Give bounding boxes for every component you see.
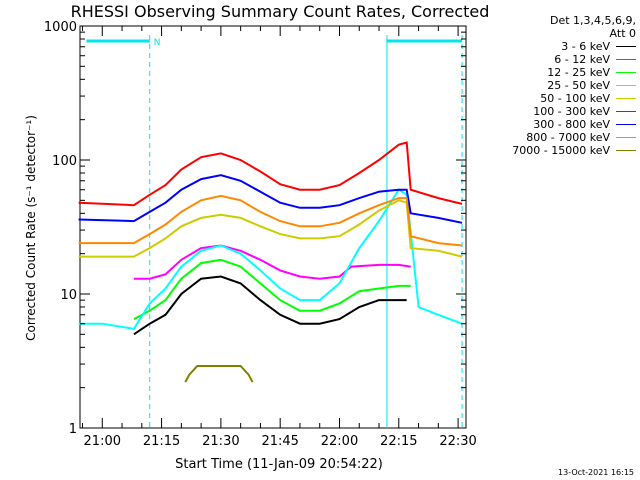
plot-frame [79, 25, 467, 429]
legend-swatch [616, 111, 636, 112]
series-line-25-50-kev [78, 188, 463, 330]
legend-item-label: 50 - 100 keV [540, 92, 610, 105]
legend-item-label: 300 - 800 keV [533, 118, 610, 131]
x-tick-label: 21:15 [143, 434, 180, 449]
legend-item-label: 6 - 12 keV [554, 53, 610, 66]
chart-title: RHESSI Observing Summary Count Rates, Co… [71, 2, 490, 21]
legend-swatch [616, 137, 636, 138]
x-tick-label: 21:45 [261, 434, 298, 449]
chart-tick-layer: 1 10 100 1000 21:00 21:15 21:30 21:45 22:00 22:15… [44, 20, 477, 449]
legend-item-3-6-kev: 3 - 6 keV [478, 40, 636, 53]
series-line-6-12-kev [133, 244, 411, 280]
x-axis-label: Start Time (11-Jan-09 20:54:22) [175, 457, 383, 472]
chart-legend: Det 1,3,4,5,6,9, Att 0 3 - 6 keV 6 - 12 k… [478, 14, 636, 157]
legend-item-12-25-kev: 12 - 25 keV [478, 66, 636, 79]
y-axis-label: Corrected Count Rate (s⁻¹ detector⁻¹) [24, 115, 38, 341]
legend-swatch [616, 72, 636, 73]
series-line-3-6-kev [133, 275, 407, 336]
x-tick-label: 21:00 [84, 434, 121, 449]
series-line-50-100-kev [78, 199, 463, 258]
y-tick-label: 1 [69, 422, 77, 437]
legend-item-label: 12 - 25 keV [547, 66, 610, 79]
legend-item-7000-15000-kev: 7000 - 15000 keV [478, 144, 636, 157]
chart-marker-layer: N [86, 35, 463, 428]
y-tick-label: 1000 [44, 20, 77, 35]
legend-swatch [616, 98, 636, 99]
series-line-800-7000-kev [78, 194, 463, 247]
series-line-7000-15000-kev [184, 365, 254, 383]
legend-item-50-100-kev: 50 - 100 keV [478, 92, 636, 105]
legend-header-attenuator: Att 0 [609, 27, 636, 40]
chart-series-layer [78, 141, 463, 383]
legend-item-label: 800 - 7000 keV [526, 131, 610, 144]
legend-header-detectors: Det 1,3,4,5,6,9, [549, 14, 636, 27]
legend-item-300-800-kev: 300 - 800 keV [478, 118, 636, 131]
y-tick-label: 10 [60, 288, 77, 303]
legend-item-label: 100 - 300 keV [533, 105, 610, 118]
legend-item-800-7000-kev: 800 - 7000 keV [478, 131, 636, 144]
night-label: N [154, 38, 161, 48]
legend-swatch [616, 150, 636, 151]
legend-item-label: 7000 - 15000 keV [512, 144, 610, 157]
legend-swatch [616, 59, 636, 60]
y-tick-label: 100 [52, 154, 77, 169]
x-tick-label: 22:30 [439, 434, 476, 449]
legend-swatch [616, 85, 636, 86]
legend-item-6-12-kev: 6 - 12 keV [478, 53, 636, 66]
chart-frame-layer [79, 25, 467, 429]
legend-swatch [616, 46, 636, 47]
legend-item-label: 3 - 6 keV [561, 40, 610, 53]
legend-swatch [616, 124, 636, 125]
legend-item-label: 25 - 50 keV [547, 79, 610, 92]
series-line-12-25-kev [133, 258, 411, 320]
legend-item-100-300-kev: 100 - 300 keV [478, 105, 636, 118]
x-tick-label: 22:00 [321, 434, 358, 449]
legend-rows: 3 - 6 keV 6 - 12 keV 12 - 25 keV 25 - 50 ke… [478, 40, 636, 157]
x-tick-label: 22:15 [380, 434, 417, 449]
generation-timestamp: 13-Oct-2021 16:15 [558, 468, 634, 477]
series-line-100-300-kev [78, 141, 463, 207]
legend-item-25-50-kev: 25 - 50 keV [478, 79, 636, 92]
x-tick-label: 21:30 [202, 434, 239, 449]
series-line-300-800-kev [78, 174, 463, 224]
